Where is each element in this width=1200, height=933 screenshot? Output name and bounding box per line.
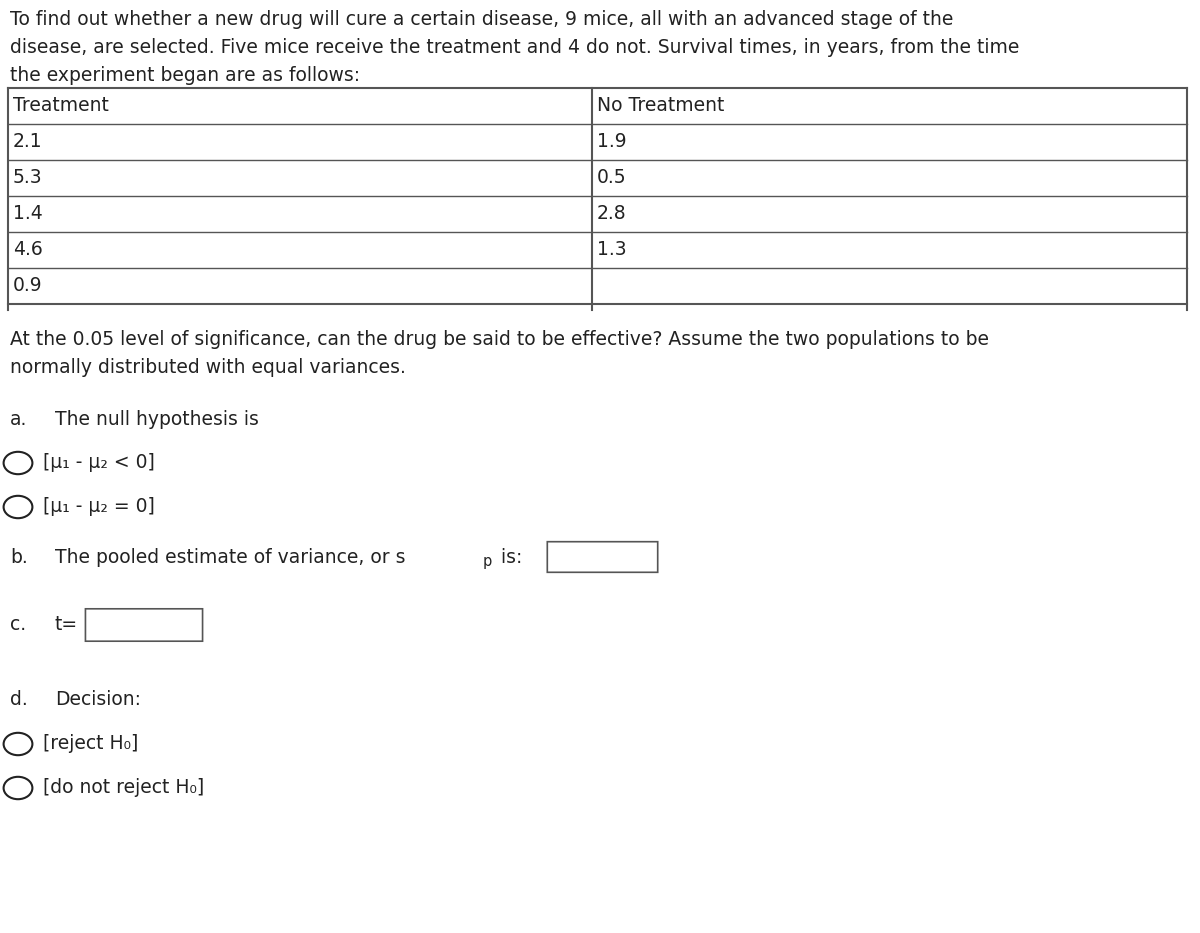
Text: [reject H₀]: [reject H₀] (43, 734, 138, 753)
Text: c.: c. (10, 615, 26, 634)
Text: 1.9: 1.9 (598, 132, 626, 151)
Text: b.: b. (10, 548, 28, 567)
Text: To find out whether a new drug will cure a certain disease, 9 mice, all with an : To find out whether a new drug will cure… (10, 10, 953, 29)
FancyBboxPatch shape (547, 542, 658, 572)
Text: p: p (484, 554, 492, 569)
Text: 5.3: 5.3 (13, 168, 43, 187)
Text: 2.1: 2.1 (13, 132, 43, 151)
Text: Decision:: Decision: (55, 690, 142, 709)
Text: 1.3: 1.3 (598, 240, 626, 259)
Text: [do not reject H₀]: [do not reject H₀] (43, 778, 204, 797)
Text: [μ₁ - μ₂ = 0]: [μ₁ - μ₂ = 0] (43, 497, 155, 516)
Text: 0.5: 0.5 (598, 168, 626, 187)
Text: 4.6: 4.6 (13, 240, 43, 259)
Text: d.: d. (10, 690, 28, 709)
Text: The pooled estimate of variance, or s: The pooled estimate of variance, or s (55, 548, 406, 567)
Text: the experiment began are as follows:: the experiment began are as follows: (10, 66, 360, 85)
Text: Treatment: Treatment (13, 96, 109, 115)
Text: At the 0.05 level of significance, can the drug be said to be effective? Assume : At the 0.05 level of significance, can t… (10, 330, 989, 349)
FancyBboxPatch shape (85, 609, 203, 641)
Text: disease, are selected. Five mice receive the treatment and 4 do not. Survival ti: disease, are selected. Five mice receive… (10, 38, 1019, 57)
Text: [μ₁ - μ₂ < 0]: [μ₁ - μ₂ < 0] (43, 453, 155, 472)
Text: 2.8: 2.8 (598, 204, 626, 223)
Text: normally distributed with equal variances.: normally distributed with equal variance… (10, 358, 406, 377)
Text: 1.4: 1.4 (13, 204, 43, 223)
Text: a.: a. (10, 410, 28, 429)
Text: t=: t= (55, 615, 78, 634)
Text: is:: is: (496, 548, 522, 567)
Text: No Treatment: No Treatment (598, 96, 725, 115)
Text: The null hypothesis is: The null hypothesis is (55, 410, 259, 429)
Text: 0.9: 0.9 (13, 276, 43, 295)
